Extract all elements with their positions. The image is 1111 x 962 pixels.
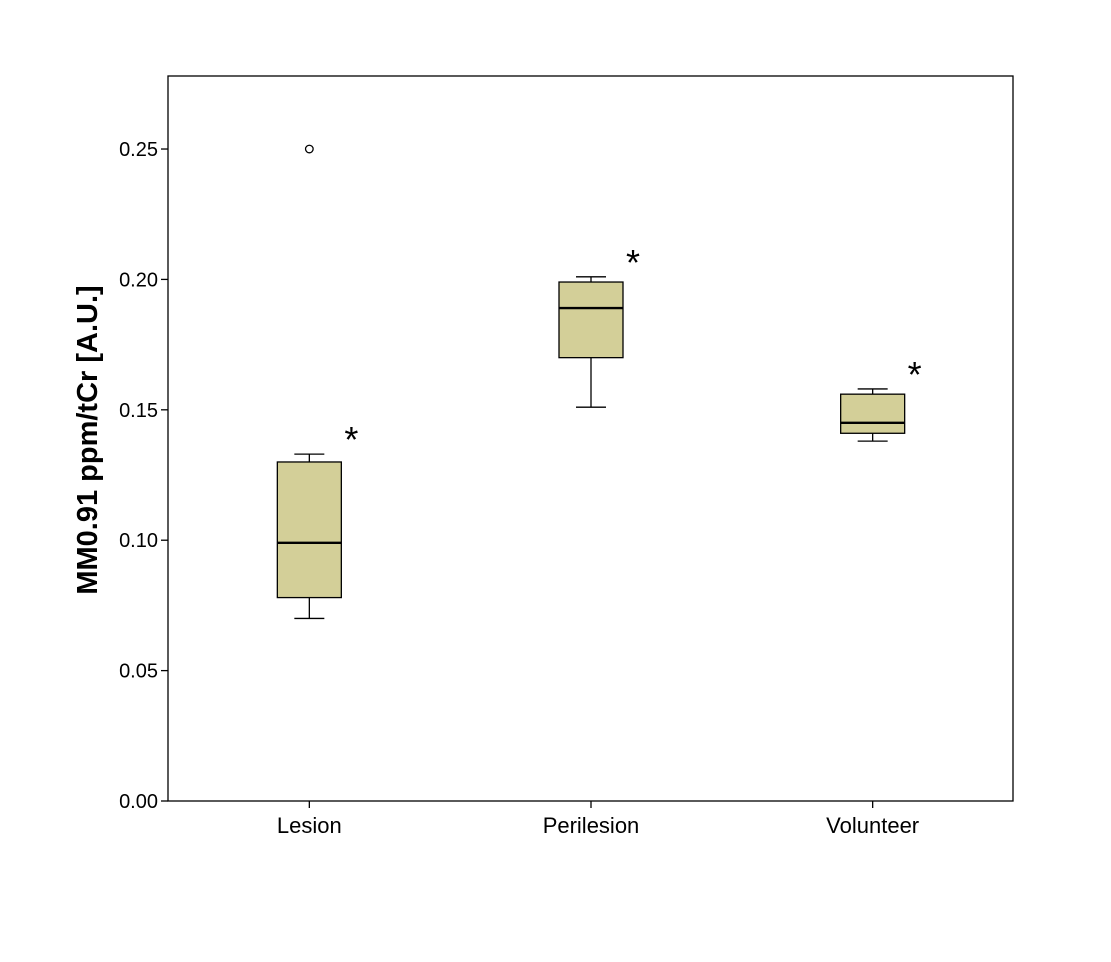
box-iqr (276, 461, 342, 599)
significance-marker: * (626, 242, 640, 283)
outlier-point (304, 144, 314, 154)
y-axis: 0.00 0.05 0.10 0.15 0.20 0.25 (119, 139, 168, 813)
x-category-label: Lesion (277, 813, 342, 838)
y-tick-label: 0.10 (119, 530, 158, 552)
significance-marker: * (344, 419, 358, 460)
y-tick-label: 0.05 (119, 661, 158, 683)
x-category-label: Volunteer (826, 813, 919, 838)
box-group: * (840, 354, 922, 442)
y-tick-label: 0.00 (119, 791, 158, 813)
box-group: * (276, 144, 358, 620)
plot-frame (167, 75, 1014, 802)
box-iqr (558, 281, 624, 359)
x-axis: Lesion Perilesion Volunteer (277, 801, 919, 838)
box-series: * * * (276, 144, 922, 620)
significance-marker: * (908, 354, 922, 395)
y-axis-title: MM0.91 ppm/tCr [A.U.] (72, 285, 104, 594)
y-tick-label: 0.25 (119, 139, 158, 161)
box-iqr (840, 393, 906, 434)
y-tick-label: 0.20 (119, 269, 158, 291)
box-group: * (558, 242, 640, 408)
x-category-label: Perilesion (543, 813, 640, 838)
y-tick-label: 0.15 (119, 400, 158, 422)
